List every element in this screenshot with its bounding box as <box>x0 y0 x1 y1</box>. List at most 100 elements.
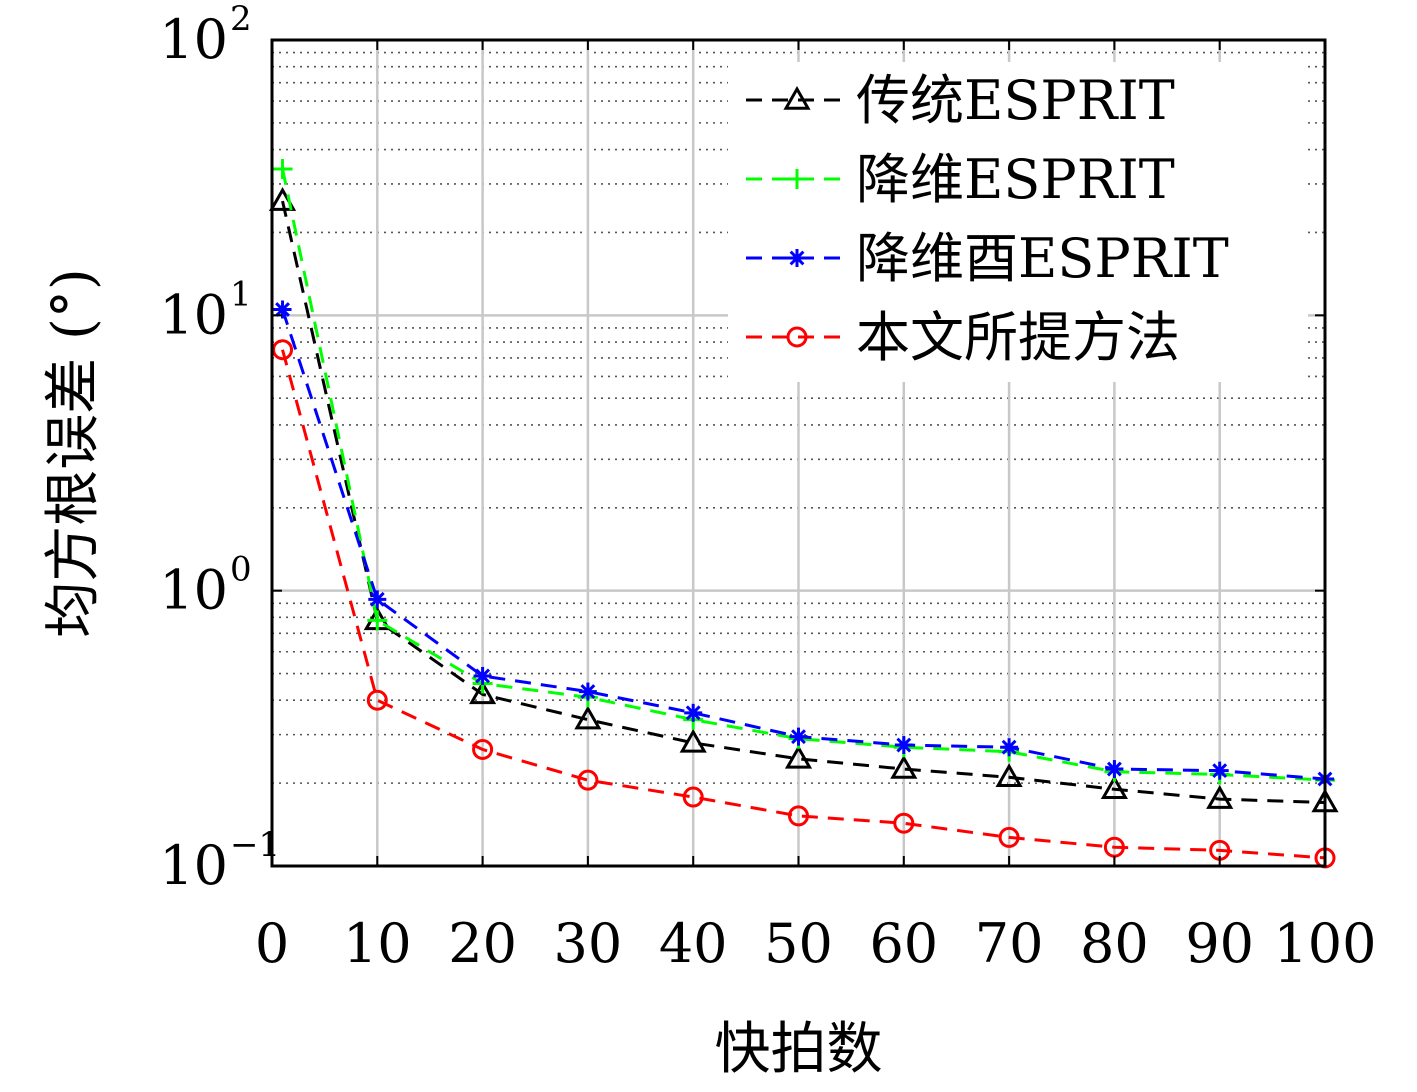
data-point <box>272 158 293 179</box>
data-point <box>893 812 915 834</box>
data-point <box>1206 785 1234 809</box>
data-point-ray <box>1001 739 1017 755</box>
legend-label: 本文所提方法 <box>856 306 1180 369</box>
y-tick-label-base: 10 <box>159 8 228 71</box>
data-point <box>679 728 707 753</box>
data-point-shape <box>893 812 915 834</box>
x-tick-label: 80 <box>1080 912 1149 975</box>
x-axis-label: 快拍数 <box>715 1017 883 1082</box>
data-point-shape <box>577 769 599 791</box>
legend-marker <box>783 85 811 110</box>
data-point-ray <box>275 302 290 317</box>
y-tick-label-exponent: −1 <box>230 825 280 865</box>
data-point-shape <box>995 763 1023 788</box>
series-line-1 <box>281 168 1326 782</box>
data-point <box>469 680 497 705</box>
x-tick-label: 50 <box>764 912 833 975</box>
y-tick-label-exponent: 1 <box>230 274 252 314</box>
data-point-ray <box>475 668 491 684</box>
x-tick-label: 70 <box>975 912 1044 975</box>
data-point-ray <box>369 591 385 607</box>
legend-marker <box>786 326 808 348</box>
data-point <box>684 703 703 722</box>
legend-background <box>728 62 1308 382</box>
data-point <box>273 300 292 319</box>
legend-item: 本文所提方法 <box>746 306 1180 369</box>
data-point-shape <box>784 744 813 769</box>
data-point-shape <box>1100 775 1128 799</box>
data-point <box>368 590 387 609</box>
legend-marker <box>787 169 807 189</box>
series-group <box>268 158 1339 869</box>
y-tick-label-exponent: 0 <box>230 550 252 590</box>
data-point-shape <box>469 680 497 705</box>
data-point-ray <box>896 737 912 753</box>
data-point <box>1100 775 1128 799</box>
data-point-shape <box>366 689 388 711</box>
y-axis-label: 均方根误差 (°) <box>41 268 106 638</box>
series-line-0 <box>281 200 1326 805</box>
x-tick-label: 20 <box>448 912 517 975</box>
y-tick-label: 10 −1 <box>159 825 280 897</box>
y-tick-label-base: 10 <box>159 283 228 346</box>
data-point <box>789 727 808 746</box>
y-tick-label-exponent: 2 <box>230 0 252 39</box>
data-point <box>890 755 918 779</box>
data-point-shape <box>890 755 918 779</box>
data-point <box>784 744 813 769</box>
x-tick-label: 100 <box>1273 912 1376 975</box>
data-point-shape <box>682 786 704 808</box>
data-point <box>472 738 494 760</box>
x-tick-label: 0 <box>255 912 289 975</box>
legend-marker <box>788 249 806 267</box>
data-point <box>995 763 1023 788</box>
y-tick-label-base: 10 <box>159 834 228 897</box>
x-tick-label: 10 <box>343 912 412 975</box>
data-point-shape <box>472 738 494 760</box>
legend-label: 降维酉ESPRIT <box>856 227 1229 290</box>
y-tick-label: 10 0 <box>159 550 251 622</box>
data-point <box>1210 761 1229 780</box>
data-point <box>272 339 294 361</box>
data-point <box>894 736 913 755</box>
series-line-3 <box>281 349 1326 860</box>
legend-label: 传统ESPRIT <box>856 69 1175 132</box>
data-point-ray <box>1106 761 1122 777</box>
data-point-ray <box>685 705 701 721</box>
data-point-ray <box>580 684 596 700</box>
data-point-shape <box>574 705 602 730</box>
legend-item: 降维酉ESPRIT <box>746 227 1229 290</box>
legend-items: 传统ESPRIT 降维ESPRIT 降维酉ESPRIT 本文所提方法 <box>746 69 1229 369</box>
data-point <box>574 705 602 730</box>
data-point <box>578 682 597 701</box>
data-point-shape <box>998 826 1020 848</box>
legend-marker-shape <box>783 85 811 110</box>
legend-item: 降维ESPRIT <box>746 148 1175 211</box>
data-point-shape <box>1206 785 1234 809</box>
legend-label: 降维ESPRIT <box>856 148 1175 211</box>
data-point-shape <box>679 728 707 753</box>
y-tick-label: 10 2 <box>159 0 251 71</box>
data-point-ray <box>1212 763 1228 779</box>
legend-item: 传统ESPRIT <box>746 69 1175 132</box>
y-tick-label: 10 1 <box>159 274 251 346</box>
data-point <box>1000 738 1019 757</box>
legend-marker-ray <box>789 250 805 266</box>
legend: 传统ESPRIT 降维ESPRIT 降维酉ESPRIT 本文所提方法 <box>728 62 1308 382</box>
x-tick-label: 60 <box>869 912 938 975</box>
legend-marker-shape <box>786 326 808 348</box>
data-point <box>473 666 492 685</box>
data-point <box>366 689 388 711</box>
data-point <box>1105 760 1124 779</box>
x-tick-label: 30 <box>554 912 623 975</box>
data-point-shape <box>788 805 809 827</box>
data-point-ray <box>791 729 806 745</box>
data-point <box>998 826 1020 848</box>
data-point <box>682 786 704 808</box>
x-tick-label: 90 <box>1185 912 1254 975</box>
data-point-shape <box>272 339 294 361</box>
data-point <box>367 610 388 631</box>
